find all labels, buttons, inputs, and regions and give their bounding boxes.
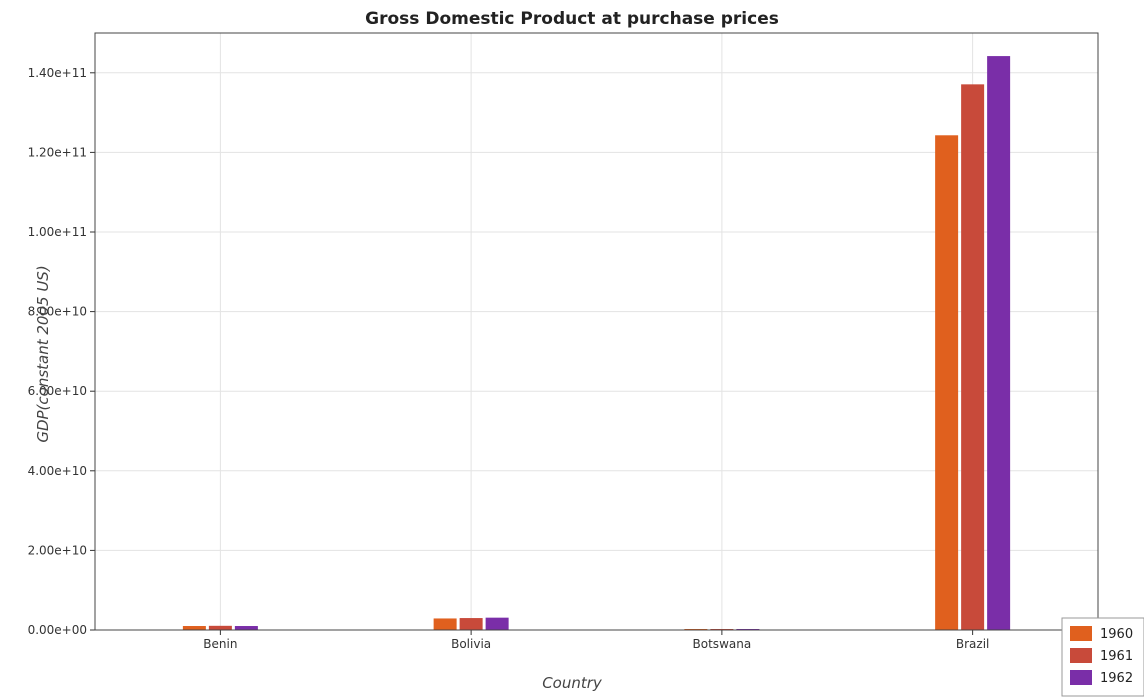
- legend-label: 1960: [1100, 627, 1133, 642]
- legend-swatch: [1070, 626, 1092, 641]
- bar-benin-1961: [208, 625, 232, 630]
- bar-brazil-1960: [935, 135, 959, 630]
- axes: 0.00e+00 2.00e+10 4.00e+10 6.00e+10 8.00e+10…: [28, 32, 1099, 651]
- bar-benin-1962: [234, 626, 258, 630]
- y-tick-label: 8.00e+10: [28, 305, 87, 319]
- bar-bolivia-1961: [459, 618, 483, 630]
- legend-swatch: [1070, 670, 1092, 685]
- y-tick-label: 0.00e+00: [28, 623, 87, 637]
- bar-benin-1960: [182, 626, 206, 630]
- bars: [182, 56, 1011, 631]
- legend-label: 1961: [1100, 649, 1133, 664]
- legend-label: 1962: [1100, 671, 1133, 686]
- x-axis-title: Country: [542, 674, 603, 692]
- y-axis-title: GDP(constant 2005 US): [34, 265, 52, 442]
- x-tick-label: Brazil: [956, 637, 990, 651]
- bar-brazil-1961: [961, 84, 985, 631]
- bar-brazil-1962: [987, 56, 1011, 631]
- x-tick-label: Benin: [203, 637, 237, 651]
- y-tick-label: 2.00e+10: [28, 543, 87, 557]
- y-tick-label: 1.20e+11: [28, 145, 87, 159]
- y-tick-label: 4.00e+10: [28, 464, 87, 478]
- x-tick-label: Bolivia: [451, 637, 491, 651]
- bar-bolivia-1962: [485, 617, 509, 630]
- legend: 1960 1961 1962: [1061, 617, 1144, 697]
- y-tick-label: 1.40e+11: [28, 66, 87, 80]
- y-tick-label: 1.00e+11: [28, 225, 87, 239]
- chart-title: Gross Domestic Product at purchase price…: [365, 9, 779, 29]
- legend-swatch: [1070, 648, 1092, 663]
- bar-bolivia-1960: [433, 618, 457, 630]
- plot-frame: [94, 32, 1099, 631]
- y-tick-label: 6.00e+10: [28, 384, 87, 398]
- x-tick-label: Botswana: [693, 637, 752, 651]
